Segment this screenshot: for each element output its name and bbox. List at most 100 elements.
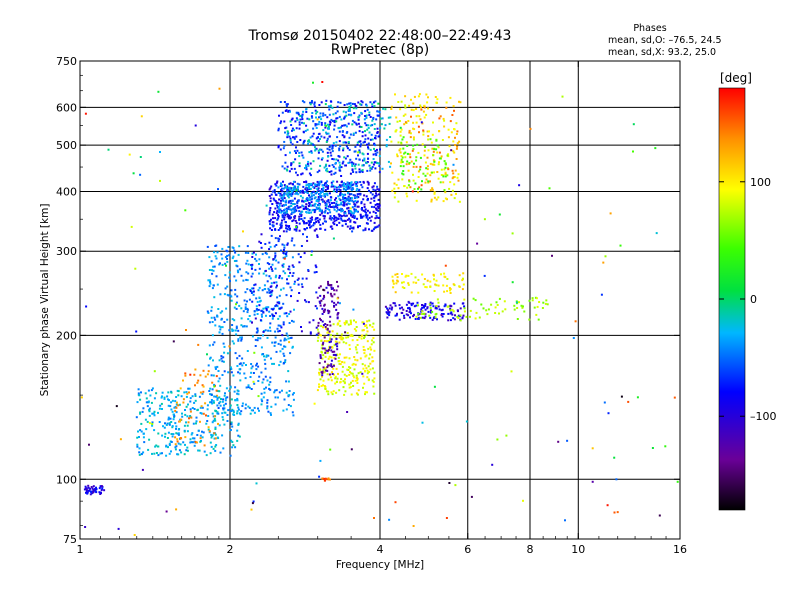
data-point — [272, 224, 275, 227]
data-point — [426, 156, 429, 159]
data-point — [282, 352, 285, 355]
data-point — [446, 290, 449, 293]
data-point — [557, 440, 560, 443]
data-point — [325, 286, 328, 289]
data-point — [262, 310, 265, 313]
data-point — [216, 397, 219, 400]
data-point — [309, 103, 312, 106]
chart-subtitle: RwPretec (8p) — [331, 42, 429, 58]
data-point — [273, 344, 276, 347]
data-point — [397, 187, 400, 190]
data-point — [246, 288, 249, 291]
data-point — [301, 100, 304, 103]
data-point — [238, 268, 241, 271]
data-point — [409, 310, 412, 313]
colorbar-tick-label: 0 — [750, 293, 757, 306]
data-point — [224, 256, 227, 259]
data-point — [98, 491, 101, 494]
data-point — [424, 303, 427, 305]
data-point — [348, 106, 351, 108]
data-point — [210, 436, 213, 439]
data-point — [279, 192, 282, 195]
data-point — [474, 317, 477, 320]
data-point — [225, 307, 228, 310]
data-point — [572, 337, 575, 339]
data-point — [344, 193, 347, 196]
data-point — [321, 372, 324, 374]
data-point — [609, 212, 612, 215]
data-point — [345, 164, 347, 167]
data-point — [208, 344, 211, 347]
data-point — [426, 101, 429, 104]
data-point — [186, 446, 189, 449]
data-point — [349, 319, 352, 322]
data-point — [334, 112, 337, 115]
data-point — [396, 312, 398, 315]
data-point — [286, 103, 289, 106]
data-point — [315, 116, 317, 119]
data-point — [251, 502, 254, 505]
data-point — [544, 302, 547, 305]
data-point — [235, 279, 238, 282]
data-point — [128, 153, 131, 156]
data-point — [340, 338, 343, 341]
data-point — [415, 159, 418, 162]
data-point — [291, 237, 294, 240]
data-point — [415, 199, 418, 202]
data-point — [199, 437, 202, 440]
data-point — [338, 140, 341, 143]
data-point — [277, 342, 280, 345]
data-point — [336, 377, 339, 380]
data-point — [325, 203, 328, 206]
data-point — [269, 227, 272, 230]
data-point — [210, 306, 213, 309]
data-point — [329, 346, 332, 349]
data-point — [272, 258, 275, 261]
data-point — [658, 514, 661, 517]
data-point — [283, 167, 286, 170]
data-point — [308, 221, 311, 224]
data-point — [307, 269, 310, 271]
data-point — [326, 331, 329, 334]
data-point — [354, 363, 357, 366]
data-point — [98, 487, 101, 490]
data-point — [218, 390, 221, 393]
data-point — [321, 374, 324, 377]
data-point — [278, 198, 281, 201]
data-point — [344, 390, 347, 393]
data-point — [321, 370, 324, 373]
data-point — [450, 131, 453, 134]
data-point — [293, 215, 296, 218]
data-point — [376, 188, 379, 191]
data-point — [331, 206, 334, 208]
data-point — [363, 159, 366, 162]
data-point — [336, 117, 339, 120]
x-axis-ticks: 1 2 4 6 8 10 16 — [77, 61, 687, 556]
data-point — [395, 183, 398, 186]
data-point — [229, 454, 232, 457]
data-point — [413, 188, 416, 191]
data-point — [319, 357, 322, 359]
data-point — [429, 307, 432, 309]
data-point — [415, 121, 418, 124]
data-point — [285, 408, 288, 411]
data-point — [244, 251, 247, 254]
data-point — [412, 525, 415, 527]
data-point — [409, 153, 411, 156]
data-point — [222, 408, 225, 411]
data-point — [194, 384, 196, 387]
data-point — [456, 176, 459, 179]
data-point — [458, 285, 461, 288]
data-point — [285, 338, 288, 341]
data-point — [229, 366, 232, 369]
data-point — [199, 412, 202, 414]
data-point — [374, 203, 377, 206]
data-point — [356, 351, 359, 354]
data-point — [353, 103, 356, 106]
data-point — [355, 107, 358, 110]
data-point — [330, 100, 333, 103]
data-point — [237, 339, 240, 342]
data-point — [389, 165, 392, 168]
data-point — [278, 329, 281, 332]
